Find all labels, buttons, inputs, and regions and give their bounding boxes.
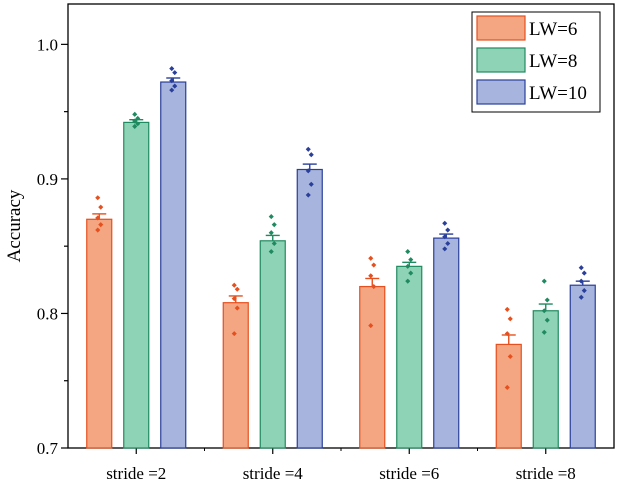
data-point — [368, 273, 374, 279]
data-point — [405, 249, 411, 255]
data-point — [504, 384, 510, 391]
axes — [61, 3, 615, 454]
data-point — [98, 204, 104, 210]
data-point — [544, 297, 550, 303]
data-point — [368, 323, 374, 329]
data-point — [234, 286, 240, 292]
bar — [359, 285, 386, 449]
bar — [532, 310, 559, 449]
bar — [86, 218, 113, 449]
data-point — [578, 278, 584, 284]
data-point — [98, 222, 104, 228]
data-point — [95, 215, 101, 221]
data-point — [368, 255, 374, 261]
bar — [296, 168, 323, 449]
data-point — [234, 305, 240, 311]
data-point — [442, 234, 448, 240]
y-tick-label: 0.8 — [37, 304, 58, 323]
data-point — [581, 288, 587, 294]
data-point — [405, 263, 411, 269]
bar — [396, 265, 423, 449]
data-point — [405, 278, 411, 284]
data-point — [132, 123, 138, 129]
data-point — [132, 118, 138, 124]
legend-swatch — [476, 47, 526, 73]
data-point — [95, 195, 101, 201]
data-point — [308, 152, 314, 158]
data-point — [305, 168, 311, 174]
bars — [86, 77, 596, 449]
x-tick-label: stride =8 — [516, 464, 576, 483]
bar — [569, 284, 596, 449]
legend: LW=6 LW=8 LW=10 — [471, 11, 601, 113]
legend-swatch — [476, 15, 526, 41]
data-point — [135, 121, 141, 127]
data-point — [445, 227, 451, 233]
x-tick-label: stride =6 — [379, 464, 439, 483]
data-point — [271, 222, 277, 228]
data-point — [95, 227, 101, 233]
y-tick-label: 0.7 — [37, 439, 59, 458]
x-tick-label: stride =4 — [243, 464, 304, 483]
data-point — [578, 265, 584, 271]
legend-label: LW=10 — [529, 83, 587, 104]
y-axis-title: Accuracy — [4, 189, 25, 262]
data-point — [271, 240, 277, 247]
data-point — [442, 246, 448, 252]
data-point — [268, 214, 274, 220]
bar — [123, 121, 150, 449]
y-tick-label: 0.9 — [37, 170, 58, 189]
data-point — [308, 181, 314, 187]
bar — [495, 343, 522, 449]
data-point — [231, 282, 237, 288]
data-point — [172, 70, 178, 76]
data-point — [504, 331, 510, 337]
data-point — [445, 240, 451, 247]
data-point — [507, 316, 513, 322]
data-points — [95, 66, 587, 391]
data-point — [231, 296, 237, 302]
data-point — [371, 283, 377, 290]
data-point — [408, 257, 414, 263]
data-point — [581, 270, 587, 276]
data-point — [305, 192, 311, 198]
data-point — [541, 278, 547, 284]
x-tick-label: stride =2 — [106, 464, 166, 483]
data-point — [305, 146, 311, 152]
bar — [160, 81, 187, 449]
data-point — [504, 306, 510, 312]
bar — [433, 237, 460, 449]
data-point — [442, 220, 448, 226]
data-point — [132, 111, 138, 117]
y-tick-label: 1.0 — [37, 35, 58, 54]
data-point — [169, 66, 175, 72]
data-point — [371, 262, 377, 268]
legend-swatch — [476, 79, 526, 105]
legend-label: LW=6 — [529, 19, 577, 40]
data-point — [268, 230, 274, 236]
bar — [222, 302, 249, 449]
data-point — [578, 294, 584, 300]
data-point — [408, 270, 414, 276]
data-point — [231, 331, 237, 337]
tick-labels: 0.7 0.8 0.9 1.0 Accuracy stride =2 stride =4 st… — [4, 35, 576, 483]
legend-label: LW=8 — [529, 51, 577, 72]
bar — [259, 240, 286, 449]
